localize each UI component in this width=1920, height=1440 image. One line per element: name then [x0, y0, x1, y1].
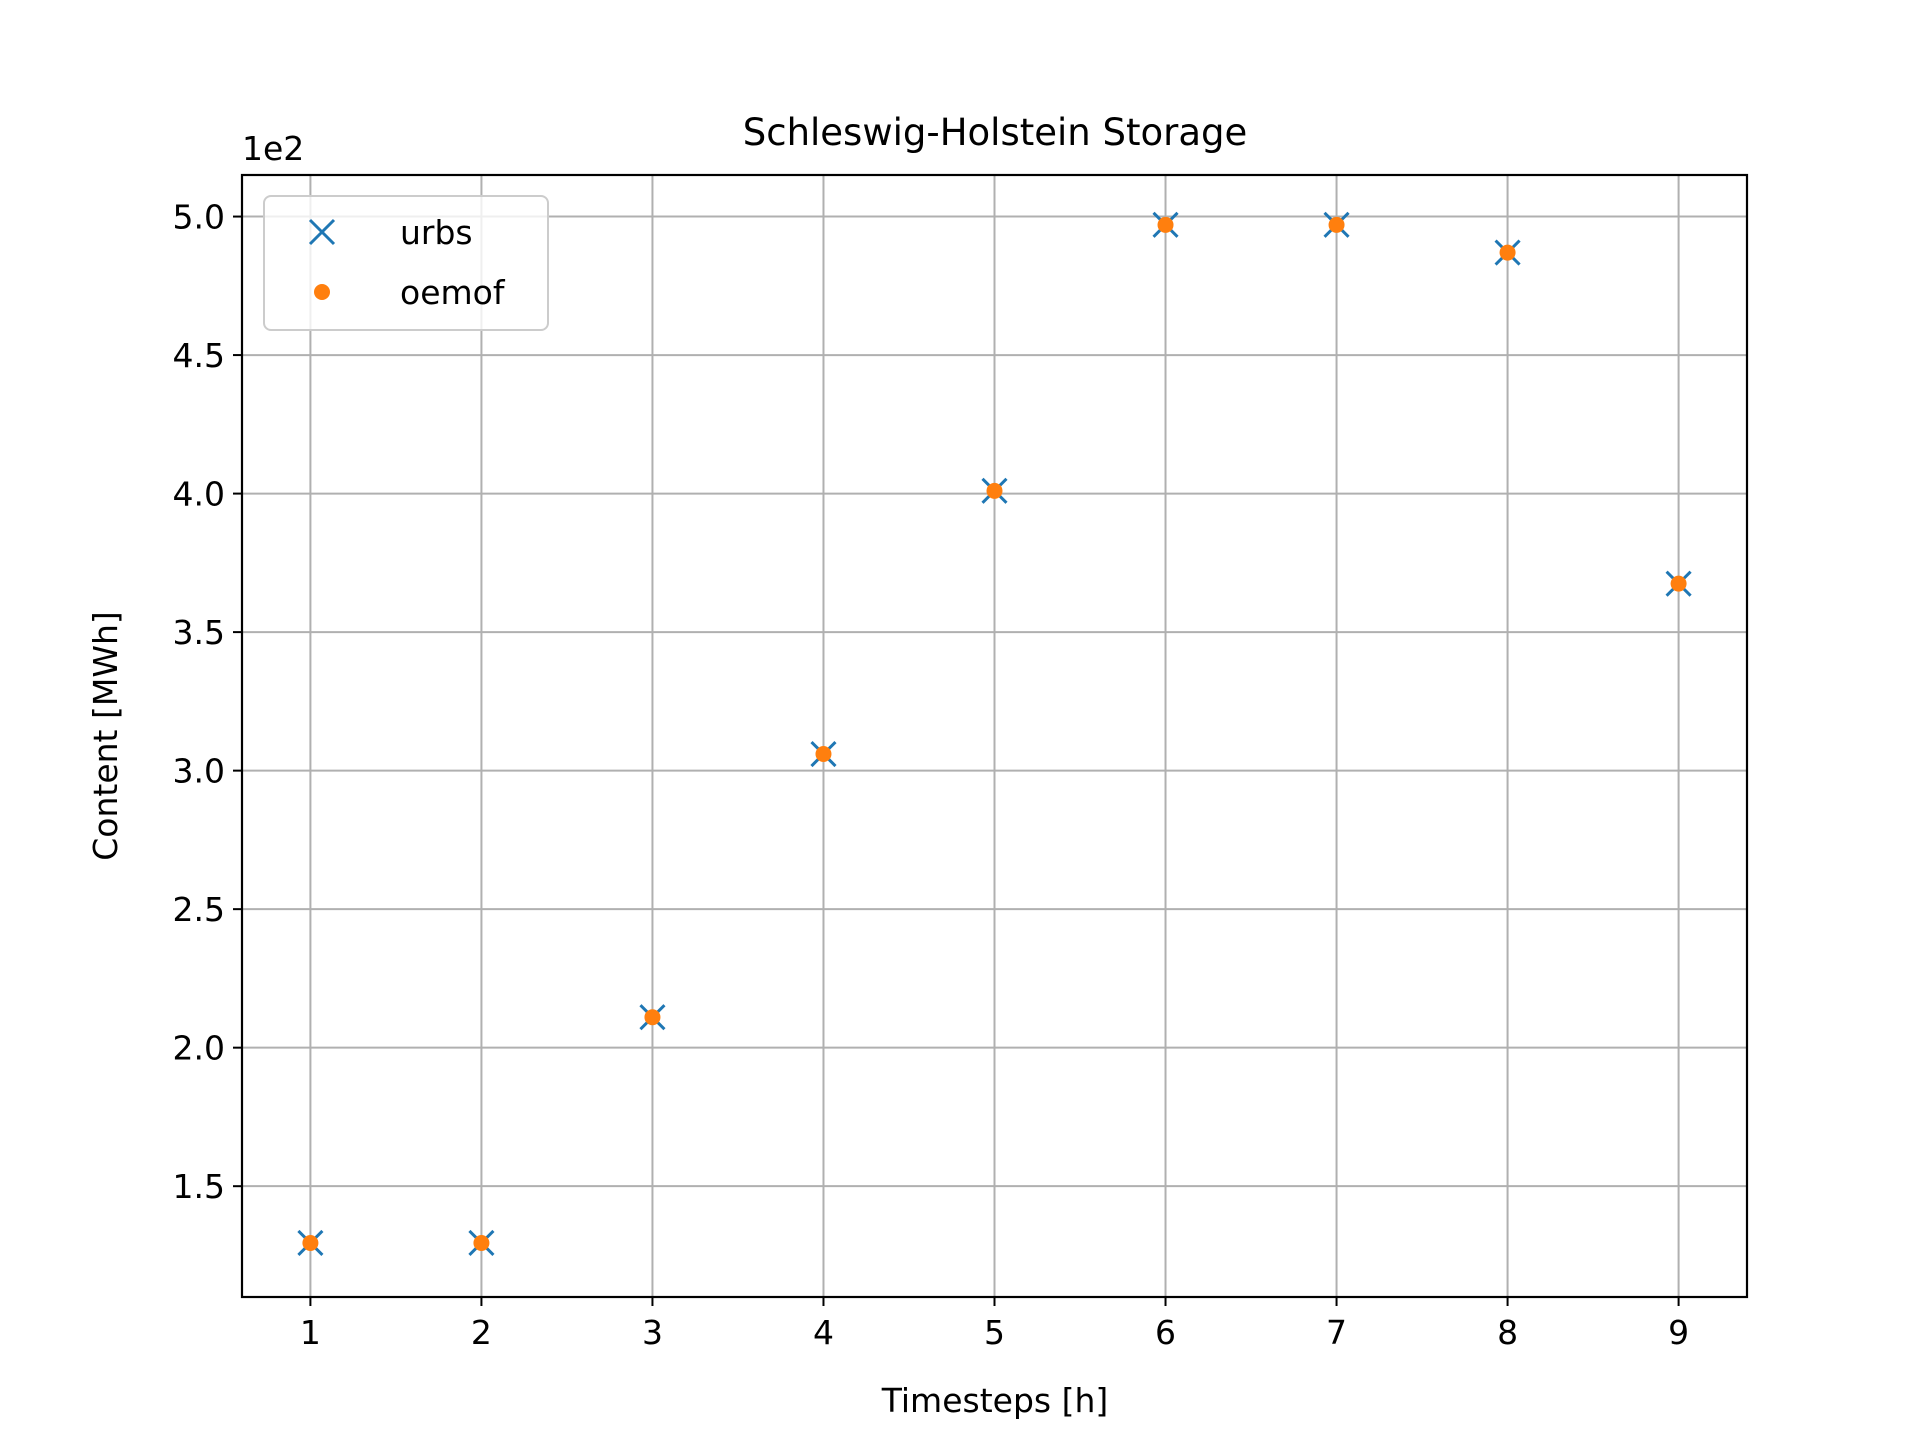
- y-tick-label: 3.0: [173, 752, 225, 791]
- y-tick-label: 4.5: [173, 336, 225, 375]
- y-axis-offset-label: 1e2: [242, 129, 304, 168]
- data-point-oemof: [815, 746, 832, 763]
- y-axis-label: Content [MWh]: [86, 611, 125, 861]
- y-tick-label: 4.0: [173, 475, 225, 514]
- data-point-oemof: [1670, 575, 1687, 592]
- axis-ticks: 1 2 3 4 5 6 7 8 9 1.5 2.0 2.5 3.0 3.5 4.0 4.5 5.0: [173, 198, 1690, 1352]
- chart-title: Schleswig-Holstein Storage: [743, 111, 1248, 154]
- legend-marker-oemof: [314, 284, 330, 300]
- x-tick-label: 9: [1668, 1313, 1689, 1352]
- x-tick-label: 2: [471, 1313, 492, 1352]
- data-point-oemof: [986, 482, 1003, 499]
- x-tick-label: 3: [642, 1313, 663, 1352]
- data-point-oemof: [302, 1234, 319, 1251]
- legend-marker-urbs: [308, 218, 336, 246]
- legend-box: [263, 195, 549, 331]
- y-tick-label: 2.5: [173, 890, 225, 929]
- data-point-oemof: [1157, 216, 1174, 233]
- x-tick-label: 1: [300, 1313, 321, 1352]
- x-tick-label: 8: [1497, 1313, 1518, 1352]
- x-tick-label: 6: [1155, 1313, 1176, 1352]
- data-point-oemof: [1499, 244, 1516, 261]
- plot-area-frame: [240, 173, 1749, 1299]
- legend-label-oemof: oemof: [400, 273, 506, 312]
- legend: urbs oemof: [263, 195, 549, 331]
- x-tick-label: 7: [1326, 1313, 1347, 1352]
- x-tick-label: 5: [984, 1313, 1005, 1352]
- data-point-oemof: [473, 1234, 490, 1251]
- x-tick-label: 4: [813, 1313, 834, 1352]
- x-axis-label: Timesteps [h]: [881, 1381, 1109, 1420]
- y-tick-label: 1.5: [173, 1167, 225, 1206]
- data-point-oemof: [644, 1009, 661, 1026]
- y-tick-label: 3.5: [173, 613, 225, 652]
- data-point-oemof: [1328, 216, 1345, 233]
- legend-label-urbs: urbs: [400, 213, 473, 252]
- y-tick-label: 2.0: [173, 1029, 225, 1068]
- data-markers: [297, 211, 1692, 1257]
- legend-entry-oemof: oemof: [314, 273, 506, 312]
- legend-entry-urbs: urbs: [308, 213, 473, 252]
- y-tick-label: 5.0: [173, 198, 225, 237]
